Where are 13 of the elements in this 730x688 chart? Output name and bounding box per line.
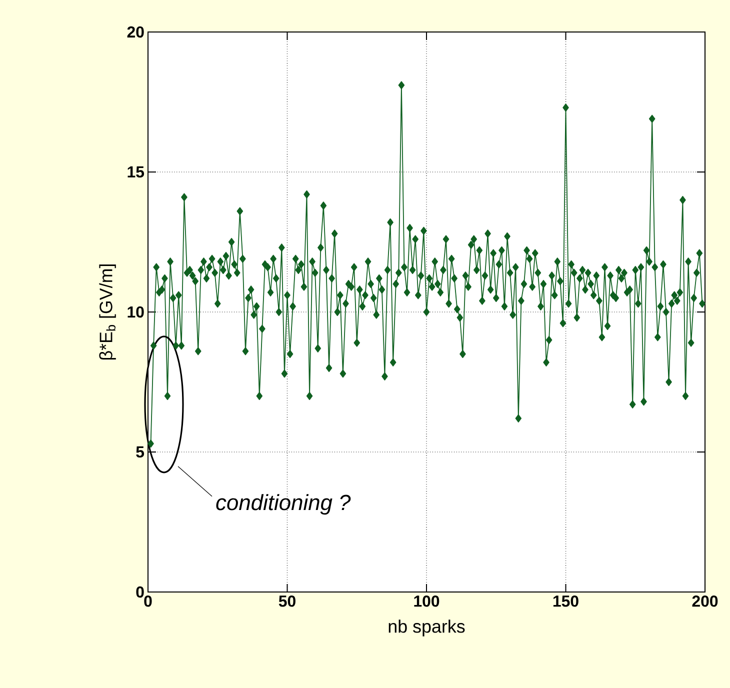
y-tick-label: 5 [136, 446, 144, 458]
x-tick-label: 150 [553, 596, 578, 607]
y-tick-label: 0 [136, 586, 144, 598]
y-axis-title: β*E$_{b}$ [GV/m] [99, 264, 116, 360]
y-tick-label: 10 [128, 306, 144, 318]
y-tick-label: 20 [127, 26, 144, 38]
x-axis-title: nb sparks [388, 620, 465, 636]
annotation: conditioning ? [216, 494, 351, 515]
x-tick-label: 50 [278, 596, 296, 607]
y-tick-label: 15 [128, 166, 144, 178]
x-tick-label: 200 [692, 596, 718, 607]
x-tick-label: 0 [144, 596, 152, 607]
x-tick-label: 100 [414, 596, 440, 607]
